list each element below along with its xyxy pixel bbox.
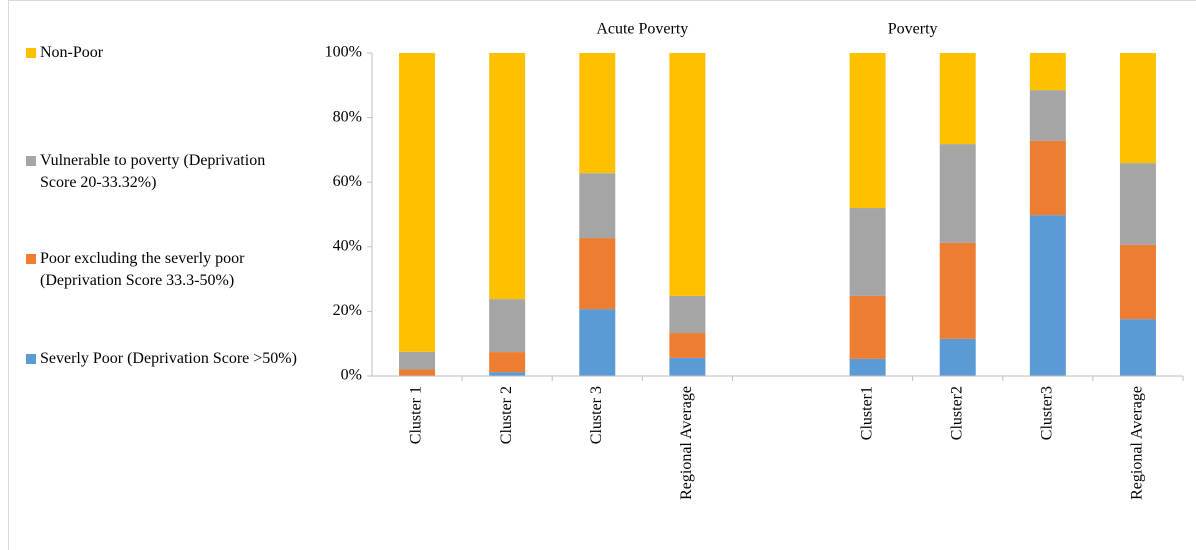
bar-segment xyxy=(399,53,436,352)
legend-label: Vulnerable to poverty (Deprivation Score… xyxy=(40,152,266,191)
legend-swatch xyxy=(26,254,36,264)
bar-segment xyxy=(669,295,706,334)
bar-segment xyxy=(489,372,526,376)
bar-segment xyxy=(399,369,436,376)
legend-swatch xyxy=(26,156,36,166)
bar-segment xyxy=(579,53,616,174)
legend-swatch xyxy=(26,48,36,58)
legend-label: Non-Poor xyxy=(40,44,104,61)
bar-segment xyxy=(399,351,436,370)
group-label: Poverty xyxy=(888,21,938,38)
legend-entry: Vulnerable to poverty (Deprivation Score… xyxy=(26,150,300,194)
bar-segment xyxy=(939,144,976,243)
x-tick-label: Cluster2 xyxy=(948,386,965,440)
y-tick-label: 20% xyxy=(333,302,362,319)
bar-segment xyxy=(849,358,886,376)
legend-swatch xyxy=(26,354,36,364)
bar-segment xyxy=(1029,215,1066,376)
bar-segment xyxy=(849,53,886,209)
legend-label: Poor excluding the severly poor (Depriva… xyxy=(40,250,245,289)
x-tick-label: Cluster 3 xyxy=(588,386,605,444)
legend-label: Severly Poor (Deprivation Score >50%) xyxy=(40,350,297,367)
x-tick-label: Regional Average xyxy=(1129,386,1146,500)
bar-segment xyxy=(1119,244,1156,320)
bar-segment xyxy=(1119,319,1156,376)
bar-segment xyxy=(489,352,526,373)
legend-entry: Severly Poor (Deprivation Score >50%) xyxy=(26,348,300,370)
bar-segment xyxy=(579,173,616,239)
bar-segment xyxy=(939,338,976,376)
bar-segment xyxy=(669,357,706,376)
chart-frame xyxy=(8,0,1196,550)
bar-segment xyxy=(669,53,706,296)
bar-segment xyxy=(1029,53,1066,91)
bar-segment xyxy=(489,299,526,353)
y-tick-label: 80% xyxy=(333,108,362,125)
x-tick-label: Cluster 2 xyxy=(498,386,515,444)
bar-segment xyxy=(669,333,706,358)
bar-segment xyxy=(849,295,886,359)
x-tick-label: Regional Average xyxy=(678,386,695,500)
bar-segment xyxy=(579,309,616,376)
y-tick-label: 40% xyxy=(333,237,362,254)
bar-segment xyxy=(1119,53,1156,164)
bar-segment xyxy=(489,53,526,300)
bar-segment xyxy=(1119,163,1156,245)
legend-entry: Poor excluding the severly poor (Depriva… xyxy=(26,248,300,292)
bar-segment xyxy=(939,242,976,339)
legend-entry: Non-Poor xyxy=(26,42,300,64)
group-label: Acute Poverty xyxy=(596,21,688,38)
y-tick-label: 60% xyxy=(333,173,362,190)
bar-segment xyxy=(579,238,616,310)
bar-segment xyxy=(939,53,976,145)
bar-segment xyxy=(849,208,886,296)
x-tick-label: Cluster1 xyxy=(858,386,875,440)
y-tick-label: 100% xyxy=(325,44,362,61)
x-tick-label: Cluster3 xyxy=(1039,386,1056,440)
x-tick-label: Cluster 1 xyxy=(408,386,425,444)
y-tick-label: 0% xyxy=(341,367,362,384)
bar-segment xyxy=(1029,140,1066,216)
bar-segment xyxy=(1029,90,1066,141)
